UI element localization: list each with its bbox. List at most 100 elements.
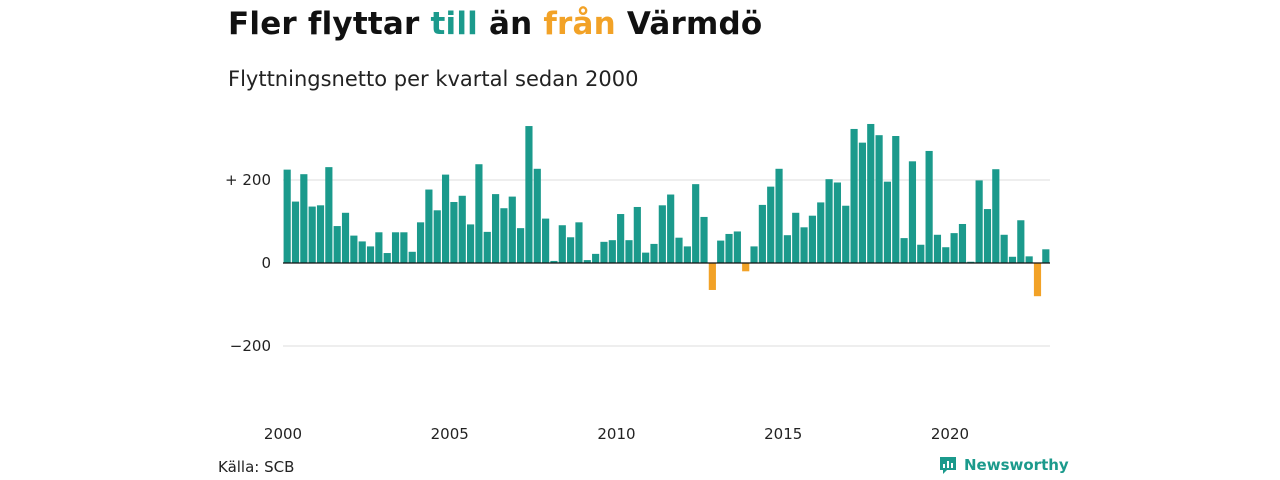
bar-2018-k1: 2018 K1: 196: [883, 181, 892, 263]
y-tick-label: −200: [230, 337, 271, 355]
bar-2004-k4: 2004 K4: 213: [441, 174, 450, 263]
bar-2001-k2: 2001 K2: 231: [325, 167, 333, 263]
bar-2016-k1: 2016 K1: 146: [817, 202, 825, 263]
bar-2007-k3: 2007 K3: 227: [533, 168, 541, 263]
y-tick-label: 0: [261, 254, 271, 272]
bar-2010-k3: 2010 K3: 135: [633, 206, 641, 263]
bar-2010-k2: 2010 K2: 55: [625, 240, 633, 263]
bar-2007-k2: 2007 K2: 330: [525, 126, 533, 263]
bar-2005-k4: 2005 K4: 238: [475, 164, 483, 263]
bar-2014-k3: 2014 K3: 184: [767, 186, 775, 263]
bar-2013-k4: 2013 K4: -20: [742, 263, 750, 272]
bar-2022-k4: 2022 K4: 33: [1042, 249, 1050, 263]
newsworthy-brand[interactable]: Newsworthy: [938, 455, 1069, 475]
bar-2009-k2: 2009 K2: 22: [592, 253, 600, 263]
bar-2004-k2: 2004 K2: 177: [425, 189, 433, 263]
bar-2015-k2: 2015 K2: 121: [792, 212, 800, 263]
bar-2005-k2: 2005 K2: 162: [458, 195, 466, 263]
source-note: Källa: SCB: [218, 458, 295, 476]
bar-2005-k3: 2005 K3: 93: [466, 224, 475, 263]
bar-2021-k1: 2021 K1: 130: [983, 209, 992, 263]
bar-2020-k4: 2020 K4: 199: [975, 180, 983, 263]
bar-2010-k4: 2010 K4: 25: [642, 252, 650, 263]
bar-2019-k2: 2019 K2: 270: [925, 150, 933, 263]
bar-2000-k2: 2000 K2: 148: [291, 201, 300, 263]
bar-2008-k2: 2008 K2: 91: [558, 225, 566, 263]
bar-2022-k2: 2022 K2: 16: [1025, 256, 1033, 263]
bar-2017-k3: 2017 K3: 335: [867, 123, 875, 263]
bar-2004-k3: 2004 K3: 127: [433, 210, 441, 263]
bar-2020-k2: 2020 K2: 94: [958, 223, 967, 263]
brand-name: Newsworthy: [964, 456, 1069, 474]
bar-2008-k1: 2008 K1: 5: [550, 260, 558, 263]
bar-2019-k4: 2019 K4: 38: [942, 247, 950, 263]
bar-2015-k3: 2015 K3: 86: [800, 227, 808, 263]
bar-2013-k2: 2013 K2: 70: [725, 233, 733, 263]
bar-2014-k1: 2014 K1: 40: [750, 246, 758, 263]
bar-2013-k1: 2013 K1: 54: [717, 240, 725, 263]
bar-2006-k3: 2006 K3: 132: [500, 208, 508, 263]
x-tick-label: 2015: [764, 425, 802, 443]
y-axis-ticks: + 200 0 −200: [225, 171, 271, 355]
bar-2020-k1: 2020 K1: 72: [950, 233, 958, 263]
chart-subtitle: Flyttningsnetto per kvartal sedan 2000: [228, 67, 639, 91]
bar-2011-k1: 2011 K1: 46: [650, 243, 658, 263]
bar-2022-k3: 2022 K3: -80: [1033, 263, 1042, 297]
bar-2019-k3: 2019 K3: 68: [933, 234, 942, 263]
x-tick-label: 2000: [264, 425, 302, 443]
bar-2018-k2: 2018 K2: 306: [892, 136, 900, 263]
x-axis-ticks: 2000 2005 2010 2015 2020: [264, 425, 969, 443]
bar-2011-k4: 2011 K4: 61: [675, 237, 683, 263]
bar-2017-k2: 2017 K2: 290: [858, 142, 867, 263]
bar-2000-k1: 2000 K1: 225: [283, 169, 291, 263]
bar-2012-k2: 2012 K2: 190: [692, 184, 700, 263]
bar-2016-k4: 2016 K4: 138: [842, 205, 850, 263]
bar-2008-k4: 2008 K4: 98: [575, 222, 583, 263]
x-tick-label: 2005: [431, 425, 469, 443]
chart-title: Fler flyttar till än från Värmdö: [228, 6, 762, 42]
bar-2022-k1: 2022 K1: 103: [1017, 220, 1025, 263]
bar-2016-k3: 2016 K3: 194: [833, 182, 841, 263]
y-tick-label: + 200: [225, 171, 271, 189]
title-part-1: Fler flyttar: [228, 6, 431, 42]
title-highlight-fran: från: [543, 6, 616, 42]
bar-2011-k2: 2011 K2: 139: [658, 205, 666, 263]
x-tick-label: 2020: [931, 425, 969, 443]
bar-2003-k3: 2003 K3: 74: [400, 232, 408, 263]
bar-2012-k1: 2012 K1: 40: [683, 246, 691, 263]
bar-2007-k4: 2007 K4: 107: [542, 218, 550, 263]
bar-2012-k3: 2012 K3: 111: [700, 216, 708, 263]
bar-2001-k4: 2001 K4: 121: [341, 212, 350, 263]
grid-lines: [283, 179, 1050, 347]
title-part-3: Värmdö: [615, 6, 763, 42]
bar-2012-k4: 2012 K4: -65: [708, 263, 716, 290]
bar-2019-k1: 2019 K1: 44: [917, 244, 925, 263]
bar-2007-k1: 2007 K1: 84: [517, 228, 525, 263]
bar-2000-k3: 2000 K3: 214: [300, 174, 308, 263]
bars: 2000 K1: 2252000 K2: 1482000 K3: 2142000…: [283, 123, 1050, 297]
bar-2004-k1: 2004 K1: 98: [416, 222, 425, 263]
bar-2016-k2: 2016 K2: 202: [825, 179, 833, 263]
bar-2006-k1: 2006 K1: 75: [483, 231, 491, 263]
bar-2005-k1: 2005 K1: 147: [450, 201, 458, 263]
bar-2021-k4: 2021 K4: 15: [1008, 256, 1017, 263]
title-highlight-till: till: [430, 6, 478, 42]
bar-2003-k4: 2003 K4: 27: [408, 251, 416, 263]
bar-2015-k1: 2015 K1: 67: [783, 235, 791, 263]
bar-2018-k3: 2018 K3: 60: [900, 238, 908, 263]
bar-2021-k3: 2021 K3: 68: [1000, 234, 1008, 263]
bar-2003-k2: 2003 K2: 74: [391, 232, 400, 263]
bar-2009-k3: 2009 K3: 51: [600, 241, 608, 263]
bar-2000-k4: 2000 K4: 136: [308, 206, 316, 263]
bar-2006-k4: 2006 K4: 160: [508, 196, 516, 263]
bar-2018-k4: 2018 K4: 245: [908, 161, 917, 263]
bar-2015-k4: 2015 K4: 114: [808, 215, 816, 263]
bar-2009-k4: 2009 K4: 55: [608, 240, 616, 263]
bar-2011-k3: 2011 K3: 165: [667, 194, 675, 263]
bar-2017-k4: 2017 K4: 308: [875, 135, 883, 263]
